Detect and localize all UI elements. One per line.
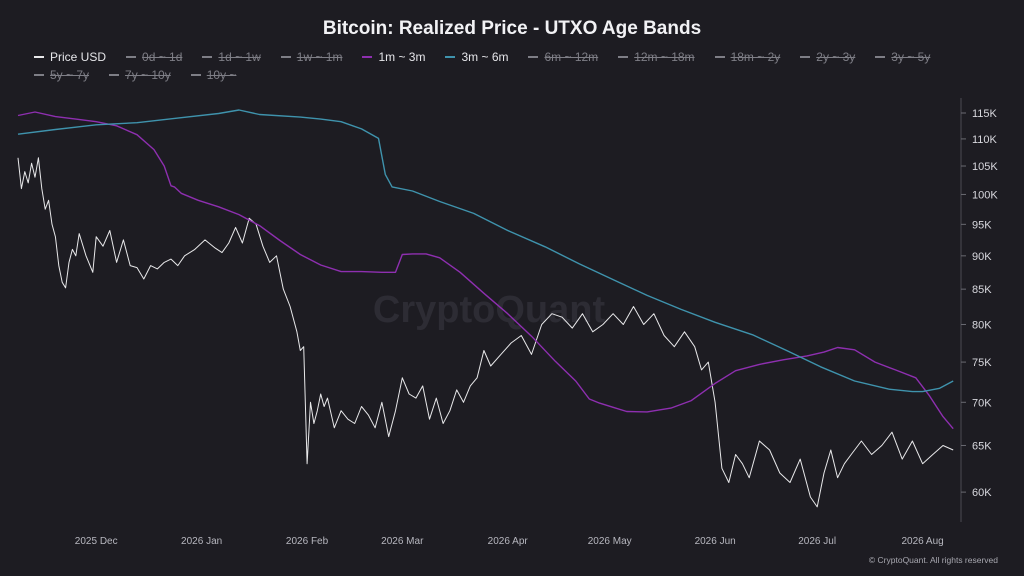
legend-label: 1d ~ 1w bbox=[218, 50, 261, 64]
legend-label: Price USD bbox=[50, 50, 107, 64]
y-tick-label: 80K bbox=[972, 319, 992, 331]
x-tick-label: 2025 Dec bbox=[75, 536, 118, 547]
legend-item-7[interactable]: 12m ~ 18m bbox=[618, 50, 695, 64]
y-tick-label: 85K bbox=[972, 284, 992, 296]
y-tick-label: 105K bbox=[972, 161, 998, 173]
legend-label: 3m ~ 6m bbox=[461, 50, 509, 64]
legend-swatch bbox=[109, 74, 120, 76]
legend-label: 12m ~ 18m bbox=[634, 50, 695, 64]
legend-label: 18m ~ 2y bbox=[730, 50, 781, 64]
legend-label: 1w ~ 1m bbox=[296, 50, 343, 64]
y-tick-label: 95K bbox=[972, 219, 992, 231]
legend-label: 7y ~ 10y bbox=[125, 68, 171, 82]
legend-label: 10y ~ bbox=[206, 68, 237, 82]
legend-item-8[interactable]: 18m ~ 2y bbox=[714, 50, 781, 64]
copyright-credit: © CryptoQuant. All rights reserved bbox=[868, 555, 998, 565]
y-tick-label: 90K bbox=[972, 251, 992, 263]
series-line-2 bbox=[17, 109, 954, 393]
watermark-text: CryptoQuant bbox=[373, 289, 606, 331]
y-tick-label: 100K bbox=[972, 189, 998, 201]
chart-title: Bitcoin: Realized Price - UTXO Age Bands bbox=[322, 18, 702, 39]
legend-item-10[interactable]: 3y ~ 5y bbox=[875, 50, 930, 64]
x-tick-label: 2026 Aug bbox=[901, 536, 943, 547]
legend-label: 6m ~ 12m bbox=[544, 50, 599, 64]
chart-legend: Price USD 0d ~ 1d 1d ~ 1w 1w ~ 1m 1m ~ 3m 3m … bbox=[34, 50, 1004, 82]
x-tick-label: 2026 Apr bbox=[488, 536, 529, 547]
x-tick-label: 2026 May bbox=[588, 536, 632, 547]
legend-swatch bbox=[34, 56, 44, 58]
legend-label: 1m ~ 3m bbox=[378, 50, 426, 64]
legend-item-0[interactable]: Price USD bbox=[34, 50, 106, 64]
legend-label: 5y ~ 7y bbox=[50, 68, 90, 82]
legend-item-9[interactable]: 2y ~ 3y bbox=[800, 50, 855, 64]
y-tick-label: 65K bbox=[972, 440, 992, 452]
legend-label: 0d ~ 1d bbox=[142, 50, 183, 64]
legend-item-6[interactable]: 6m ~ 12m bbox=[528, 50, 598, 64]
series-line-1 bbox=[17, 111, 954, 430]
x-tick-label: 2026 Jan bbox=[181, 536, 222, 547]
legend-swatch bbox=[126, 56, 137, 58]
legend-item-1[interactable]: 0d ~ 1d bbox=[126, 50, 182, 64]
legend-item-4[interactable]: 1m ~ 3m bbox=[362, 50, 425, 64]
legend-swatch bbox=[202, 56, 213, 58]
x-tick-label: 2026 Feb bbox=[286, 536, 329, 547]
y-tick-label: 115K bbox=[972, 108, 998, 120]
x-tick-label: 2026 Jun bbox=[695, 536, 736, 547]
legend-swatch bbox=[528, 56, 539, 58]
legend-swatch bbox=[618, 56, 629, 58]
series-line-0 bbox=[17, 157, 954, 508]
legend-swatch bbox=[875, 56, 886, 58]
legend-item-11[interactable]: 5y ~ 7y bbox=[34, 68, 89, 82]
legend-item-2[interactable]: 1d ~ 1w bbox=[202, 50, 261, 64]
legend-item-12[interactable]: 7y ~ 10y bbox=[109, 68, 171, 82]
y-tick-label: 110K bbox=[972, 134, 998, 146]
legend-item-3[interactable]: 1w ~ 1m bbox=[280, 50, 343, 64]
y-tick-label: 70K bbox=[972, 397, 992, 409]
legend-swatch bbox=[800, 56, 811, 58]
legend-swatch bbox=[445, 56, 456, 58]
legend-label: 3y ~ 5y bbox=[891, 50, 931, 64]
legend-swatch bbox=[34, 74, 44, 76]
legend-label: 2y ~ 3y bbox=[816, 50, 856, 64]
x-tick-label: 2026 Jul bbox=[798, 536, 836, 547]
legend-swatch bbox=[190, 74, 201, 76]
y-tick-label: 60K bbox=[972, 487, 992, 499]
x-tick-label: 2026 Mar bbox=[381, 536, 424, 547]
legend-swatch bbox=[362, 56, 373, 58]
legend-item-5[interactable]: 3m ~ 6m bbox=[445, 50, 508, 64]
legend-item-13[interactable]: 10y ~ bbox=[190, 68, 237, 82]
legend-swatch bbox=[714, 56, 725, 58]
y-tick-label: 75K bbox=[972, 357, 992, 369]
legend-swatch bbox=[280, 56, 291, 58]
